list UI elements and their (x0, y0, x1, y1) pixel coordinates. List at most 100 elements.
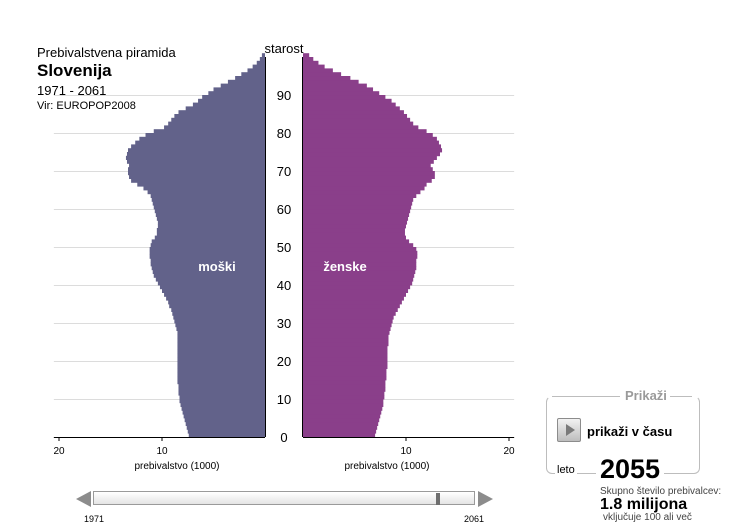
bar-male (259, 57, 265, 62)
bar-male (153, 129, 265, 134)
bar-female (303, 281, 413, 286)
bar-female (303, 190, 421, 195)
bar-female (303, 414, 381, 419)
bar-female (303, 224, 406, 229)
bar-male (152, 269, 265, 274)
bar-male (256, 60, 265, 65)
bar-female (303, 159, 434, 164)
bar-male (137, 182, 265, 187)
bar-female (303, 319, 393, 324)
bar-male (139, 136, 265, 141)
bar-male (182, 410, 265, 415)
bar-male (177, 342, 265, 347)
panel-border-segment (552, 396, 620, 397)
slider-step-back-icon[interactable] (76, 491, 91, 507)
bar-male (261, 53, 265, 58)
bar-male (227, 79, 265, 84)
bar-female (303, 418, 380, 423)
chart-supertitle: Prebivalstvena piramida (37, 45, 176, 60)
series-label-male: moški (198, 259, 236, 274)
bar-female (303, 64, 325, 69)
bar-female (303, 372, 387, 377)
slider-end-year: 2061 (464, 514, 485, 524)
bar-male (149, 250, 265, 255)
bar-female (303, 163, 431, 168)
year-slider-track[interactable] (93, 491, 475, 505)
bar-female (303, 72, 342, 77)
bar-male (157, 281, 265, 286)
bar-male (177, 380, 265, 385)
bar-male (157, 220, 265, 225)
age-tick-label: 10 (277, 392, 291, 407)
bar-male (178, 383, 265, 388)
bar-male (220, 83, 265, 88)
bar-female (303, 95, 386, 100)
bar-male (149, 254, 265, 259)
bar-female (303, 186, 425, 191)
bar-female (303, 376, 387, 381)
bar-female (303, 178, 432, 183)
bar-female (303, 102, 396, 107)
bar-male (151, 266, 265, 271)
bar-male (147, 190, 265, 195)
bar-female (303, 68, 333, 73)
age-tick-label: 40 (277, 278, 291, 293)
bar-female (303, 296, 404, 301)
bar-female (303, 254, 418, 259)
play-button-label[interactable]: prikaži v času (587, 424, 673, 439)
bar-male (185, 106, 265, 111)
bar-male (150, 243, 265, 248)
bar-female (303, 345, 388, 350)
bar-female (303, 110, 404, 115)
bar-female (303, 330, 390, 335)
bar-male (125, 155, 265, 160)
bar-female (303, 193, 417, 198)
slider-step-forward-icon[interactable] (478, 491, 493, 507)
bar-male (235, 76, 265, 81)
age-tick-label: 90 (277, 88, 291, 103)
bar-male (185, 421, 265, 426)
bar-female (303, 91, 380, 96)
bar-male (126, 152, 265, 157)
bar-female (303, 349, 388, 354)
bar-male (177, 338, 265, 343)
bar-male (172, 311, 265, 316)
bar-male (177, 330, 265, 335)
bar-male (155, 212, 265, 217)
bar-male (153, 273, 265, 278)
bar-female (303, 220, 408, 225)
bar-female (303, 201, 413, 206)
total-population-value: 1.8 milijona (600, 496, 688, 513)
bar-female (303, 60, 319, 65)
bar-female (303, 315, 394, 320)
bar-male (176, 326, 265, 331)
bar-female (303, 144, 442, 149)
bar-male (164, 292, 265, 297)
bar-female (303, 121, 414, 126)
bar-female (303, 387, 386, 392)
bar-female (303, 402, 384, 407)
chart-title: Slovenija (37, 61, 112, 80)
bar-female (303, 114, 408, 119)
bar-female (303, 269, 416, 274)
bar-female (303, 304, 400, 309)
x-tick-label-left: 10 (156, 446, 168, 457)
year-slider-thumb[interactable] (436, 493, 441, 505)
bar-female (303, 421, 379, 426)
play-button[interactable] (557, 418, 581, 442)
bar-male (177, 357, 265, 362)
bar-male (178, 387, 265, 392)
bar-female (303, 300, 402, 305)
bar-female (303, 368, 387, 373)
bar-female (303, 243, 414, 248)
bar-female (303, 323, 392, 328)
bar-male (208, 91, 265, 96)
bar-male (173, 315, 265, 320)
bar-male (143, 186, 265, 191)
bar-female (303, 239, 410, 244)
bar-female (303, 425, 378, 430)
bar-male (166, 296, 265, 301)
bar-female (303, 288, 409, 293)
bar-female (303, 212, 410, 217)
